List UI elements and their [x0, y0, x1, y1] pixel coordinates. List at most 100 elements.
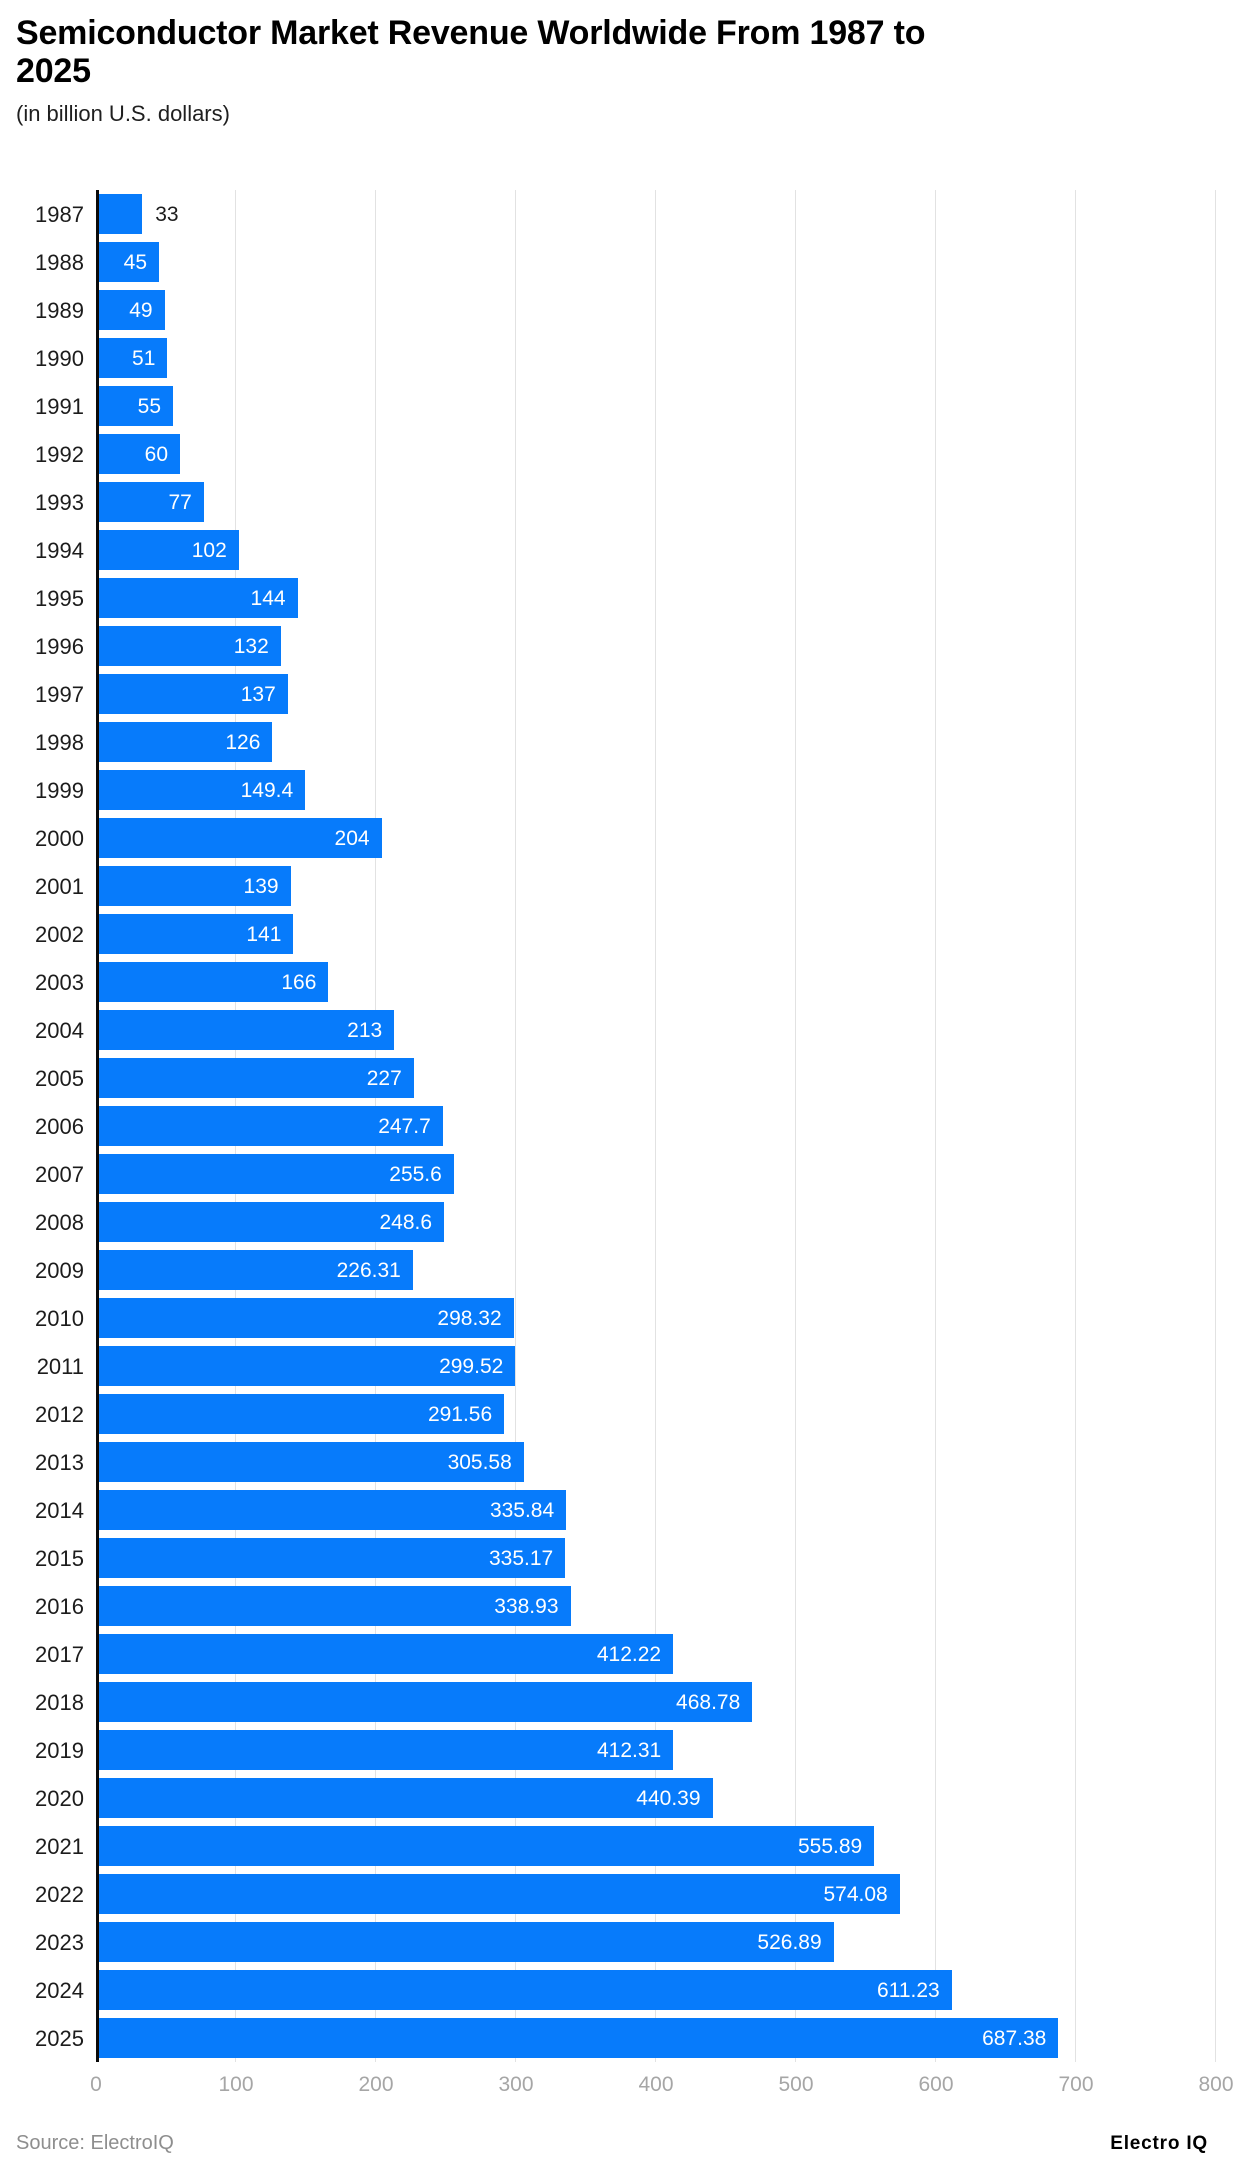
chart-row: 1993 77	[35, 478, 1216, 526]
gridline	[655, 190, 656, 2062]
gridline	[1075, 190, 1076, 2062]
source-text: Source: ElectroIQ	[16, 2132, 174, 2154]
gridline	[1215, 190, 1216, 2062]
value-label: 555.89	[798, 1835, 863, 1858]
chart-row: 2007 255.6	[35, 1150, 1216, 1198]
revenue-bar[interactable]: 247.7	[96, 1106, 443, 1146]
revenue-bar[interactable]: 33	[96, 194, 179, 234]
value-label: 166	[281, 971, 317, 994]
revenue-bar[interactable]: 51	[96, 338, 168, 378]
year-label: 1992	[35, 442, 84, 467]
year-label: 2016	[35, 1594, 84, 1619]
revenue-bar[interactable]: 55	[96, 386, 173, 426]
value-label: 247.7	[378, 1115, 431, 1138]
revenue-bar[interactable]: 305.58	[96, 1442, 524, 1482]
revenue-bar[interactable]: 248.6	[96, 1202, 445, 1242]
year-label: 1997	[35, 682, 84, 707]
revenue-bar[interactable]: 468.78	[96, 1682, 753, 1722]
value-label: 77	[168, 491, 192, 514]
revenue-bar[interactable]: 102	[96, 530, 239, 570]
value-label: 51	[132, 347, 156, 370]
year-label: 2011	[36, 1354, 84, 1379]
revenue-bar[interactable]: 144	[96, 578, 298, 618]
year-label: 1994	[35, 538, 84, 563]
revenue-bar[interactable]: 227	[96, 1058, 414, 1098]
revenue-bar[interactable]: 137	[96, 674, 288, 714]
value-label: 227	[366, 1067, 402, 1090]
year-label: 2024	[35, 1978, 84, 2003]
year-label: 2021	[35, 1834, 84, 1859]
chart-row: 2008 248.6	[35, 1198, 1216, 1246]
revenue-bar[interactable]: 255.6	[96, 1154, 454, 1194]
year-label: 1991	[35, 394, 84, 419]
revenue-bar[interactable]: 226.31	[96, 1250, 413, 1290]
revenue-bar[interactable]: 526.89	[96, 1922, 834, 1962]
revenue-bar[interactable]: 335.84	[96, 1490, 567, 1530]
value-label: 468.78	[676, 1691, 741, 1714]
revenue-bar[interactable]: 166	[96, 962, 329, 1002]
revenue-bar[interactable]: 335.17	[96, 1538, 566, 1578]
value-label: 213	[347, 1019, 383, 1042]
revenue-bar[interactable]: 204	[96, 818, 382, 858]
revenue-bar[interactable]: 555.89	[96, 1826, 875, 1866]
chart-row: 1989 49	[35, 286, 1216, 334]
chart-row: 1992 60	[35, 430, 1216, 478]
revenue-bar[interactable]: 139	[96, 866, 291, 906]
value-label: 574.08	[823, 1883, 888, 1906]
revenue-bar[interactable]: 213	[96, 1010, 395, 1050]
revenue-bar[interactable]: 126	[96, 722, 273, 762]
x-tick-label: 600	[918, 2073, 954, 2096]
revenue-bar[interactable]: 141	[96, 914, 294, 954]
chart-row: 2006 247.7	[35, 1102, 1216, 1150]
revenue-bar[interactable]: 149.4	[96, 770, 306, 810]
chart-row: 2019 412.31	[35, 1726, 1216, 1774]
revenue-bar[interactable]: 77	[96, 482, 204, 522]
revenue-bar[interactable]: 687.38	[96, 2018, 1059, 2058]
gridline	[935, 190, 936, 2062]
year-label: 2000	[35, 826, 84, 851]
plot-area: 1987 33 1988 45 1989 49 1990 51 1991 55 …	[35, 190, 1216, 2062]
value-label: 137	[240, 683, 276, 706]
gridline	[515, 190, 516, 2062]
revenue-bar[interactable]: 611.23	[96, 1970, 952, 2010]
year-label: 2017	[35, 1642, 84, 1667]
revenue-bar[interactable]: 132	[96, 626, 281, 666]
chart-row: 1995 144	[35, 574, 1216, 622]
chart-row: 2011 299.52	[37, 1342, 1216, 1390]
chart-row: 1990 51	[35, 334, 1216, 382]
revenue-bar[interactable]: 412.22	[96, 1634, 674, 1674]
chart-row: 2016 338.93	[35, 1582, 1216, 1630]
revenue-bar[interactable]: 49	[96, 290, 165, 330]
brand-logo: Electro IQ	[1110, 2133, 1208, 2154]
revenue-bar[interactable]: 291.56	[96, 1394, 505, 1434]
revenue-bar[interactable]: 299.52	[96, 1346, 516, 1386]
chart-row: 2003 166	[35, 958, 1216, 1006]
revenue-bar[interactable]: 574.08	[96, 1874, 900, 1914]
y-axis-line	[96, 190, 99, 2062]
revenue-bar[interactable]: 298.32	[96, 1298, 514, 1338]
value-label: 226.31	[336, 1259, 401, 1282]
chart-subtitle: (in billion U.S. dollars)	[16, 101, 230, 126]
chart-row: 1999 149.4	[35, 766, 1216, 814]
value-label: 132	[233, 635, 269, 658]
x-tick-label: 300	[498, 2073, 534, 2096]
value-label: 440.39	[636, 1787, 701, 1810]
revenue-bar[interactable]: 440.39	[96, 1778, 713, 1818]
year-label: 1989	[35, 298, 84, 323]
year-label: 2013	[35, 1450, 84, 1475]
year-label: 2005	[35, 1066, 84, 1091]
value-label: 412.22	[596, 1643, 662, 1666]
revenue-bar[interactable]: 45	[96, 242, 159, 282]
chart-title: Semiconductor Market Revenue Worldwide F…	[16, 14, 926, 90]
value-label: 298.32	[437, 1307, 502, 1330]
year-label: 2006	[35, 1114, 84, 1139]
x-tick-label: 700	[1058, 2073, 1094, 2096]
revenue-bar[interactable]: 338.93	[96, 1586, 571, 1626]
revenue-bar[interactable]: 60	[96, 434, 180, 474]
year-label: 2008	[35, 1210, 84, 1235]
year-label: 2009	[35, 1258, 84, 1283]
revenue-bar[interactable]: 412.31	[96, 1730, 674, 1770]
value-label: 60	[144, 443, 168, 466]
value-label: 412.31	[596, 1739, 662, 1762]
